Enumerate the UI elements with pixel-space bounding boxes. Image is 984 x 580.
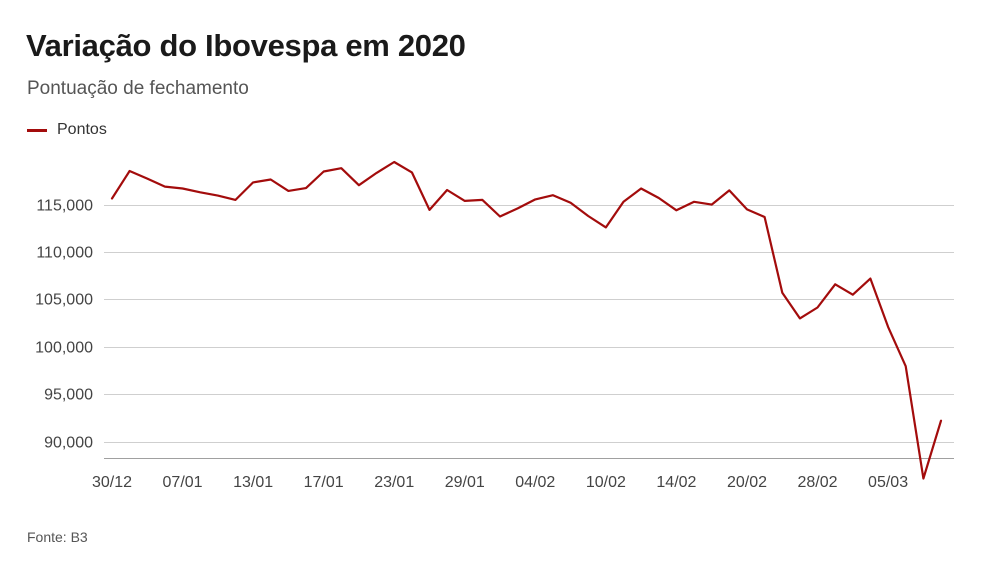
y-axis-ticks: 90,000 95,000 100,000 105,000 110,000 115,000 xyxy=(35,198,93,452)
series-line-pontos xyxy=(110,160,943,480)
y-tick-label: 90,000 xyxy=(44,435,93,452)
y-tick-label: 115,000 xyxy=(36,198,93,215)
x-tick-label: 30/12 xyxy=(92,474,132,491)
legend: Pontos xyxy=(27,121,107,139)
y-tick-label: 95,000 xyxy=(44,387,93,404)
series-layer xyxy=(110,160,943,480)
chart-subtitle: Pontuação de fechamento xyxy=(27,78,249,99)
x-tick-label: 23/01 xyxy=(374,474,414,491)
x-tick-label: 10/02 xyxy=(586,474,626,491)
grid-lines xyxy=(104,205,954,443)
x-tick-label: 07/01 xyxy=(163,474,203,491)
x-tick-label: 28/02 xyxy=(798,474,838,491)
source-note: Fonte: B3 xyxy=(27,529,88,545)
x-tick-label: 13/01 xyxy=(233,474,273,491)
legend-label: Pontos xyxy=(57,121,107,138)
x-tick-label: 17/01 xyxy=(304,474,344,491)
x-tick-label: 29/01 xyxy=(445,474,485,491)
x-tick-label: 14/02 xyxy=(656,474,696,491)
y-tick-label: 105,000 xyxy=(35,292,93,309)
legend-swatch xyxy=(27,128,47,132)
x-tick-label: 20/02 xyxy=(727,474,767,491)
x-tick-label: 05/03 xyxy=(868,474,908,491)
y-tick-label: 110,000 xyxy=(36,245,93,262)
chart-title: Variação do Ibovespa em 2020 xyxy=(26,28,466,63)
y-tick-label: 100,000 xyxy=(35,340,93,357)
x-axis-ticks: 30/12 07/01 13/01 17/01 23/01 29/01 04/02 10/02… xyxy=(92,474,908,491)
x-tick-label: 04/02 xyxy=(515,474,555,491)
